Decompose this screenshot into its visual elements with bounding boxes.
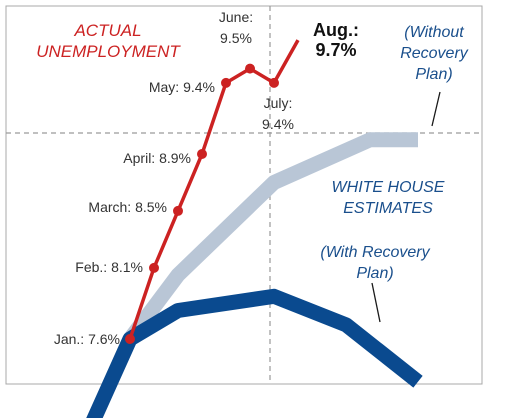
data-label-may: May: 9.4% xyxy=(149,79,215,95)
data-label-april: April: 8.9% xyxy=(123,150,191,166)
actual-point-june xyxy=(245,63,255,74)
with-plan-leader xyxy=(371,282,381,323)
with-recovery-plan-label: (With Recovery Plan) xyxy=(320,244,430,282)
actual-point-july xyxy=(269,77,279,88)
data-label-aug: Aug.: 9.7% xyxy=(313,20,359,60)
without-recovery-plan-label: (Without Recovery Plan) xyxy=(400,24,469,83)
data-label-march: March: 8.5% xyxy=(88,199,167,215)
series-line-with-recovery-plan xyxy=(86,288,423,418)
actual-point-march xyxy=(173,205,183,216)
data-label-july: July: 9.4% xyxy=(262,95,294,132)
without-plan-leader xyxy=(431,91,441,127)
data-label-jan: Jan.: 7.6% xyxy=(54,331,120,347)
actual-point-april xyxy=(197,149,207,160)
chart-frame xyxy=(5,5,483,385)
white-house-estimates-label: WHITE HOUSE ESTIMATES xyxy=(332,179,445,217)
actual-point-jan xyxy=(125,334,135,344)
point-labels: Jan.: 7.6% Feb.: 8.1% March: 8.5% April: 8.… xyxy=(54,9,359,347)
actual-point-feb xyxy=(149,262,159,273)
data-label-feb: Feb.: 8.1% xyxy=(75,259,143,275)
data-label-june: June: 9.5% xyxy=(219,9,253,46)
actual-point-may xyxy=(221,77,231,88)
actual-unemployment-title: ACTUAL UNEMPLOYMENT xyxy=(36,21,181,61)
actual-points xyxy=(125,63,279,344)
